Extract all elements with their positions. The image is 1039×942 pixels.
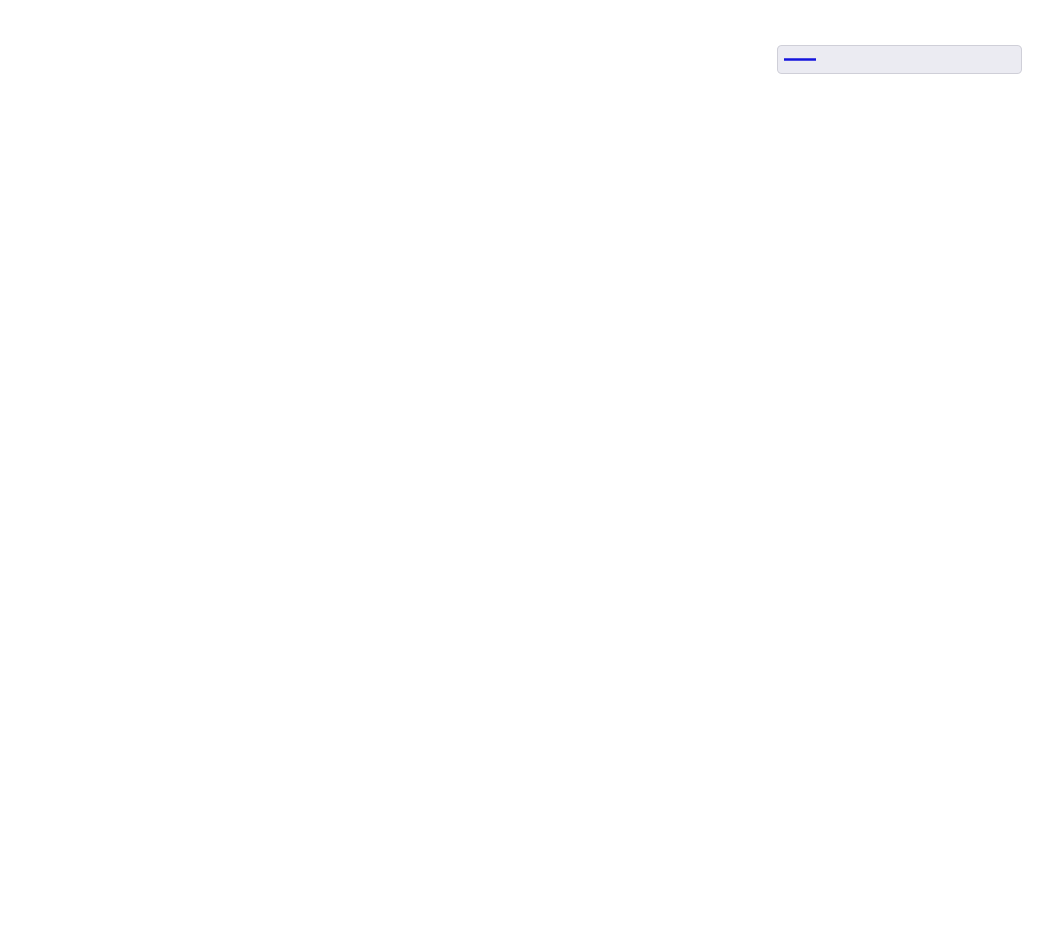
legend-box [777,45,1022,74]
legend [777,45,1022,74]
